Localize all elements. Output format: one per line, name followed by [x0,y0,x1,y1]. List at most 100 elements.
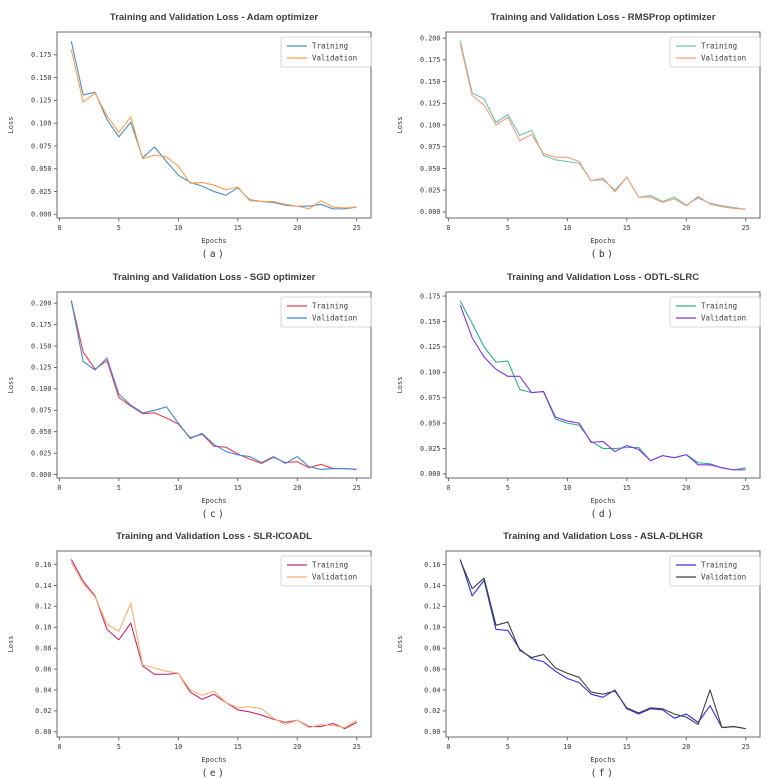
y-tick-label: 0.10 [424,624,440,632]
x-tick-label: 25 [742,484,750,492]
legend-label: Validation [701,54,746,63]
chart-canvas-b: Training and Validation Loss - RMSProp o… [396,12,761,260]
y-tick-label: 0.000 [420,208,440,216]
chart-canvas-e: Training and Validation Loss - SLR-ICOAD… [7,531,372,779]
y-tick-label: 0.000 [31,211,51,219]
x-tick-label: 0 [57,743,61,751]
x-tick-label: 15 [623,224,631,232]
series-line-validation [70,300,357,470]
plot-frame [56,550,372,738]
y-tick-label: 0.050 [31,428,51,436]
y-tick-label: 0.00 [35,728,51,736]
chart-title: Training and Validation Loss - ODTL-SLRC [507,272,699,283]
plot-frame [445,291,761,479]
legend-box [669,36,761,68]
series-line-validation [459,560,746,730]
x-tick-label: 10 [174,484,182,492]
x-tick-label: 20 [682,743,690,751]
x-tick-label: 15 [234,743,242,751]
y-axis-label: Loss [396,376,404,393]
legend-box [280,296,372,328]
legend-label: Validation [701,313,746,322]
y-tick-label: 0.02 [35,707,51,715]
y-tick-label: 0.000 [31,471,51,479]
y-tick-label: 0.08 [35,645,51,653]
x-axis-label: Epochs [201,497,226,505]
legend-label: Training [312,301,348,310]
x-tick-label: 5 [506,224,510,232]
y-tick-label: 0.075 [31,406,51,414]
chart-title: Training and Validation Loss - SGD optim… [113,272,316,283]
chart-title: Training and Validation Loss - ASLA-DLHG… [503,531,703,542]
x-tick-label: 10 [563,743,571,751]
legend-box [280,36,372,68]
x-tick-label: 15 [623,743,631,751]
y-tick-label: 0.150 [420,78,440,86]
x-tick-label: 0 [446,743,450,751]
x-tick-label: 5 [117,224,121,232]
series-line-training [459,40,746,210]
legend-label: Validation [312,573,357,582]
y-tick-label: 0.075 [420,394,440,402]
chart-canvas-a: Training and Validation Loss - Adam opti… [7,12,372,260]
y-tick-label: 0.06 [424,666,440,674]
plot-frame [56,31,372,219]
x-tick-label: 10 [563,224,571,232]
subplot-caption: (f) [591,768,616,779]
series-line-training [459,300,746,471]
x-tick-label: 25 [353,743,361,751]
subplot-d: Training and Validation Loss - ODTL-SLRC… [389,260,778,520]
subplot-caption: (e) [202,768,227,779]
legend-box [280,555,372,587]
x-axis-label: Epochs [590,237,615,245]
y-tick-label: 0.12 [35,603,51,611]
legend-box [669,296,761,328]
series-line-validation [459,304,746,471]
legend-label: Training [701,561,737,570]
y-tick-label: 0.150 [420,317,440,325]
legend-label: Training [701,301,737,310]
chart-title: Training and Validation Loss - SLR-ICOAD… [116,531,312,542]
y-tick-label: 0.100 [420,368,440,376]
x-tick-label: 10 [174,224,182,232]
y-tick-label: 0.000 [420,470,440,478]
y-tick-label: 0.10 [35,624,51,632]
y-tick-label: 0.125 [31,97,51,105]
y-axis-label: Loss [7,636,15,653]
x-tick-label: 0 [446,224,450,232]
y-tick-label: 0.025 [420,186,440,194]
legend-label: Training [312,42,348,51]
y-tick-label: 0.175 [31,321,51,329]
legend-label: Training [701,42,737,51]
x-tick-label: 25 [742,743,750,751]
chart-canvas-d: Training and Validation Loss - ODTL-SLRC… [396,272,761,520]
y-axis-label: Loss [396,636,404,653]
x-tick-label: 10 [563,484,571,492]
y-tick-label: 0.16 [35,561,51,569]
y-tick-label: 0.08 [424,645,440,653]
chart-canvas-c: Training and Validation Loss - SGD optim… [7,272,372,520]
y-tick-label: 0.150 [31,74,51,82]
y-axis-label: Loss [7,376,15,393]
subplot-c: Training and Validation Loss - SGD optim… [0,260,389,520]
series-line-validation [70,49,357,210]
x-tick-label: 10 [174,743,182,751]
subplot-caption: (b) [591,249,616,260]
y-tick-label: 0.100 [31,385,51,393]
y-tick-label: 0.075 [31,142,51,150]
legend-label: Validation [312,54,357,63]
x-tick-label: 15 [623,484,631,492]
subplot-a: Training and Validation Loss - Adam opti… [0,0,389,260]
y-tick-label: 0.175 [31,51,51,59]
subplot-caption: (a) [202,249,227,260]
y-tick-label: 0.025 [420,444,440,452]
subplot-caption: (d) [591,509,616,520]
x-tick-label: 20 [682,224,690,232]
y-tick-label: 0.04 [424,687,440,695]
x-tick-label: 15 [234,484,242,492]
y-tick-label: 0.125 [31,363,51,371]
x-tick-label: 20 [293,484,301,492]
y-tick-label: 0.00 [424,728,440,736]
series-line-training [70,559,357,730]
